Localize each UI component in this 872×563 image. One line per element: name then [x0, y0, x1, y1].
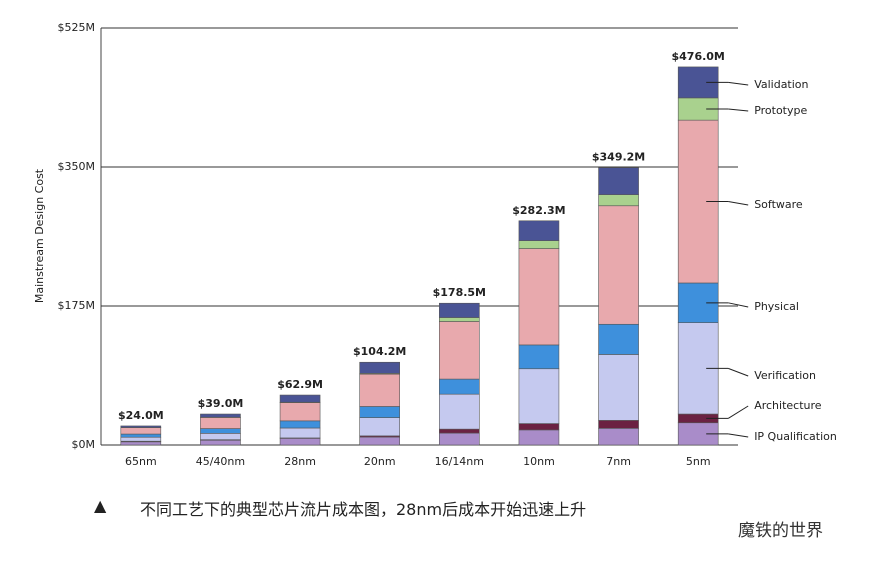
- bar-segment: [598, 354, 639, 421]
- bar-segment: [359, 406, 400, 418]
- x-tick-label: 5nm: [686, 455, 711, 468]
- bar-segment: [200, 428, 241, 434]
- total-label: $24.0M: [118, 409, 164, 422]
- legend-leader: [728, 302, 749, 308]
- legend-label: Software: [754, 198, 803, 211]
- bar-segment: [439, 378, 480, 395]
- x-tick-label: 16/14nm: [435, 455, 484, 468]
- legend-label: Verification: [754, 369, 816, 382]
- y-tick-label: $0M: [72, 438, 96, 451]
- bar-segment: [279, 438, 321, 446]
- bar-segment: [359, 373, 400, 407]
- bar-segment: [200, 433, 241, 440]
- total-label: $349.2M: [592, 151, 645, 164]
- bar-segment: [279, 402, 321, 422]
- bar-segment: [279, 427, 321, 439]
- legend-leader: [728, 81, 749, 86]
- chart: Mainstream Design Cost $0M $175M $350M $525…: [33, 21, 837, 468]
- bar-segment: [518, 344, 560, 370]
- bar-segment: [359, 417, 400, 437]
- total-label: $62.9M: [277, 378, 323, 391]
- bar-segment: [120, 425, 162, 428]
- bar-segment: [439, 317, 480, 322]
- watermark: 魔铁的世界: [738, 521, 823, 541]
- bar-segment: [598, 167, 639, 195]
- legend-label: Architecture: [754, 399, 822, 412]
- y-tick-label: $525M: [58, 21, 96, 34]
- x-tick-label: 45/40nm: [196, 455, 245, 468]
- bar-segment: [518, 220, 560, 241]
- legend-leader: [728, 201, 749, 206]
- bar-segment: [120, 436, 162, 442]
- x-tick-label: 10nm: [523, 455, 555, 468]
- y-axis-label: Mainstream Design Cost: [33, 168, 46, 303]
- bar-segment: [598, 420, 639, 429]
- legend-leader: [727, 405, 749, 419]
- bar-segment: [200, 417, 241, 429]
- bar-segment: [518, 240, 560, 249]
- total-label: $282.3M: [512, 204, 565, 217]
- bar-segment: [598, 205, 639, 325]
- bar-segment: [359, 436, 400, 446]
- bar-segment: [518, 423, 560, 431]
- bar-segment: [518, 429, 560, 446]
- legend-leader: [728, 367, 749, 377]
- legend-label: Validation: [754, 78, 808, 91]
- total-label: $476.0M: [671, 50, 724, 63]
- legend-leader: [728, 433, 749, 438]
- bar-segment: [279, 420, 321, 429]
- total-label: $178.5M: [433, 286, 486, 299]
- bar-segment: [120, 441, 162, 446]
- x-tick-label: 7nm: [606, 455, 631, 468]
- bar-segment: [439, 393, 480, 430]
- bar-segment: [439, 321, 480, 380]
- bar-segment: [279, 394, 321, 403]
- x-tick-label: 28nm: [284, 455, 316, 468]
- legend-label: Physical: [754, 300, 799, 313]
- bar-segment: [518, 248, 560, 346]
- bar-segment: [439, 302, 480, 318]
- bar-segment: [598, 428, 639, 446]
- caption: 不同工艺下的典型芯片流片成本图，28nm后成本开始迅速上升: [140, 500, 587, 519]
- y-tick-label: $350M: [58, 160, 96, 173]
- total-label: $39.0M: [198, 397, 244, 410]
- legend-label: IP Qualification: [754, 430, 837, 443]
- bar-segment: [439, 432, 480, 446]
- bar-segment: [439, 428, 480, 434]
- legend-label: Prototype: [754, 104, 807, 117]
- bar-segment: [598, 323, 639, 355]
- bar-segment: [518, 368, 560, 424]
- x-tick-label: 65nm: [125, 455, 157, 468]
- x-tick-label: 20nm: [364, 455, 396, 468]
- bar-segment: [598, 194, 639, 207]
- bar-segment: [120, 433, 162, 438]
- y-tick-label: $175M: [58, 299, 96, 312]
- bar-segment: [359, 361, 400, 374]
- legend-leader: [728, 108, 749, 112]
- bar-segment: [120, 427, 162, 435]
- total-label: $104.2M: [353, 345, 406, 358]
- bar-segment: [200, 439, 241, 446]
- caption-marker: ▲: [94, 496, 107, 515]
- bar-segment: [200, 413, 241, 418]
